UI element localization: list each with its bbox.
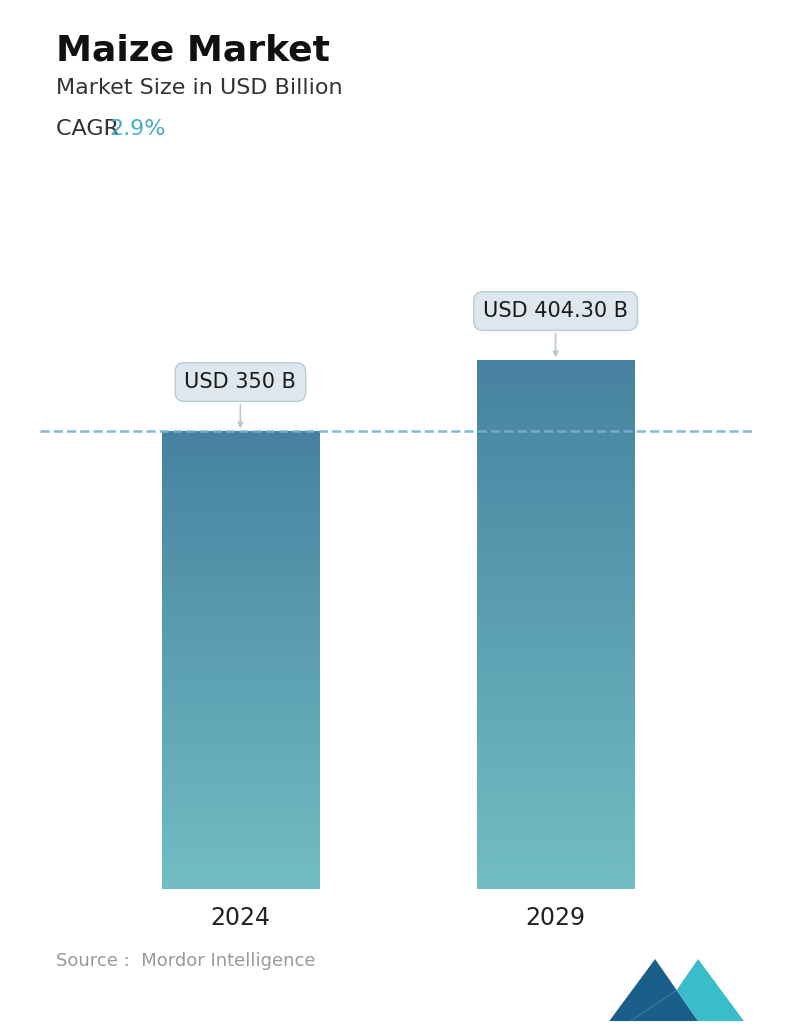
- Polygon shape: [677, 960, 744, 1022]
- Text: USD 350 B: USD 350 B: [185, 372, 296, 427]
- Text: USD 404.30 B: USD 404.30 B: [483, 301, 628, 356]
- Text: CAGR: CAGR: [56, 119, 126, 139]
- Text: 2.9%: 2.9%: [110, 119, 166, 139]
- Text: Source :  Mordor Intelligence: Source : Mordor Intelligence: [56, 952, 315, 970]
- Polygon shape: [609, 960, 677, 1022]
- Text: Market Size in USD Billion: Market Size in USD Billion: [56, 78, 342, 97]
- Polygon shape: [630, 991, 698, 1022]
- Text: Maize Market: Maize Market: [56, 33, 330, 67]
